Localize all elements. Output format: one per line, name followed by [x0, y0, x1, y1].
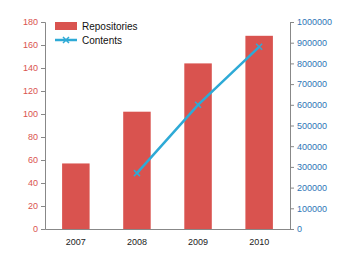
- legend-item: Contents: [55, 35, 122, 46]
- tick-label: 160: [23, 40, 38, 50]
- chart-container: 0 20 40 60 80 100 120 140 160 180 0 100000 200000 300…: [0, 0, 341, 262]
- tick-mark: [41, 229, 45, 230]
- tick: 500000: [290, 121, 327, 131]
- tick: 2009: [188, 229, 208, 247]
- tick-label: 2010: [249, 237, 269, 247]
- tick-mark: [290, 167, 294, 168]
- tick-mark: [41, 91, 45, 92]
- tick-mark: [290, 22, 294, 23]
- tick-label: 700000: [297, 79, 327, 89]
- tick-mark: [290, 146, 294, 147]
- tick-label: 2008: [127, 237, 147, 247]
- tick: 600000: [290, 100, 327, 110]
- y-axis: 0 20 40 60 80 100 120 140 160 180: [23, 17, 46, 234]
- tick-mark: [41, 160, 45, 161]
- tick: 40: [28, 178, 45, 188]
- bar: [62, 163, 89, 229]
- marker: [195, 102, 201, 108]
- tick-label: 60: [28, 155, 38, 165]
- tick: 60: [28, 155, 45, 165]
- tick-mark: [290, 126, 294, 127]
- legend-marker: [63, 37, 69, 43]
- tick-mark: [41, 137, 45, 138]
- tick-label: 180: [23, 17, 38, 27]
- tick: 2007: [66, 229, 86, 247]
- bar: [184, 63, 211, 229]
- legend-label: Repositories: [82, 21, 138, 32]
- tick-mark: [41, 114, 45, 115]
- line: [137, 47, 259, 173]
- tick-label: 800000: [297, 59, 327, 69]
- tick-label: 200000: [297, 183, 327, 193]
- tick-label: 0: [33, 224, 38, 234]
- tick-mark: [290, 188, 294, 189]
- tick: 1000000: [290, 17, 332, 27]
- tick-label: 2007: [66, 237, 86, 247]
- tick-mark: [290, 84, 294, 85]
- tick-label: 120: [23, 86, 38, 96]
- tick-mark: [41, 68, 45, 69]
- tick: 700000: [290, 79, 327, 89]
- y2-axis-line: [291, 23, 295, 230]
- tick: 900000: [290, 38, 327, 48]
- tick: 80: [28, 132, 45, 142]
- tick: 200000: [290, 183, 327, 193]
- tick-label: 100000: [297, 204, 327, 214]
- legend: Repositories Contents: [55, 21, 138, 46]
- tick-mark: [41, 206, 45, 207]
- tick-label: 20: [28, 201, 38, 211]
- tick-label: 1000000: [297, 17, 332, 27]
- tick: 120: [23, 86, 45, 96]
- chart-svg: 0 20 40 60 80 100 120 140 160 180 0 100000 200000 300…: [0, 0, 341, 262]
- x-axis: 2007 2008 2009 2010: [46, 229, 291, 247]
- tick-mark: [290, 63, 294, 64]
- tick-label: 40: [28, 178, 38, 188]
- tick-mark: [41, 22, 45, 23]
- tick-label: 400000: [297, 142, 327, 152]
- tick-mark: [41, 45, 45, 46]
- tick: 160: [23, 40, 45, 50]
- marker: [256, 44, 262, 50]
- tick: 400000: [290, 142, 327, 152]
- tick-mark: [290, 229, 294, 230]
- tick: 180: [23, 17, 45, 27]
- bar: [245, 36, 272, 229]
- tick: 100: [23, 109, 45, 119]
- tick-label: 140: [23, 63, 38, 73]
- tick-label: 80: [28, 132, 38, 142]
- tick: 100000: [290, 204, 327, 214]
- marker: [134, 170, 140, 176]
- tick-mark: [290, 208, 294, 209]
- y-axis-line: [41, 23, 46, 230]
- y2-axis: 0 100000 200000 300000 400000 500000 600000 700…: [290, 17, 332, 234]
- tick-label: 2009: [188, 237, 208, 247]
- tick: 300000: [290, 162, 327, 172]
- tick-label: 300000: [297, 162, 327, 172]
- legend-swatch: [55, 22, 77, 30]
- tick: 0: [290, 224, 302, 234]
- tick-mark: [290, 105, 294, 106]
- tick: 140: [23, 63, 45, 73]
- tick: 800000: [290, 59, 327, 69]
- tick: 0: [33, 224, 45, 234]
- tick-label: 0: [297, 224, 302, 234]
- legend-label: Contents: [82, 35, 122, 46]
- legend-item: Repositories: [55, 21, 138, 32]
- tick: 2010: [249, 229, 269, 247]
- tick-label: 100: [23, 109, 38, 119]
- tick-mark: [290, 43, 294, 44]
- tick: 2008: [127, 229, 147, 247]
- tick-label: 600000: [297, 100, 327, 110]
- tick-mark: [41, 183, 45, 184]
- tick-label: 500000: [297, 121, 327, 131]
- tick: 20: [28, 201, 45, 211]
- bar: [123, 112, 150, 229]
- tick-label: 900000: [297, 38, 327, 48]
- plot-marks: [62, 36, 273, 229]
- x-axis-line: [46, 229, 291, 230]
